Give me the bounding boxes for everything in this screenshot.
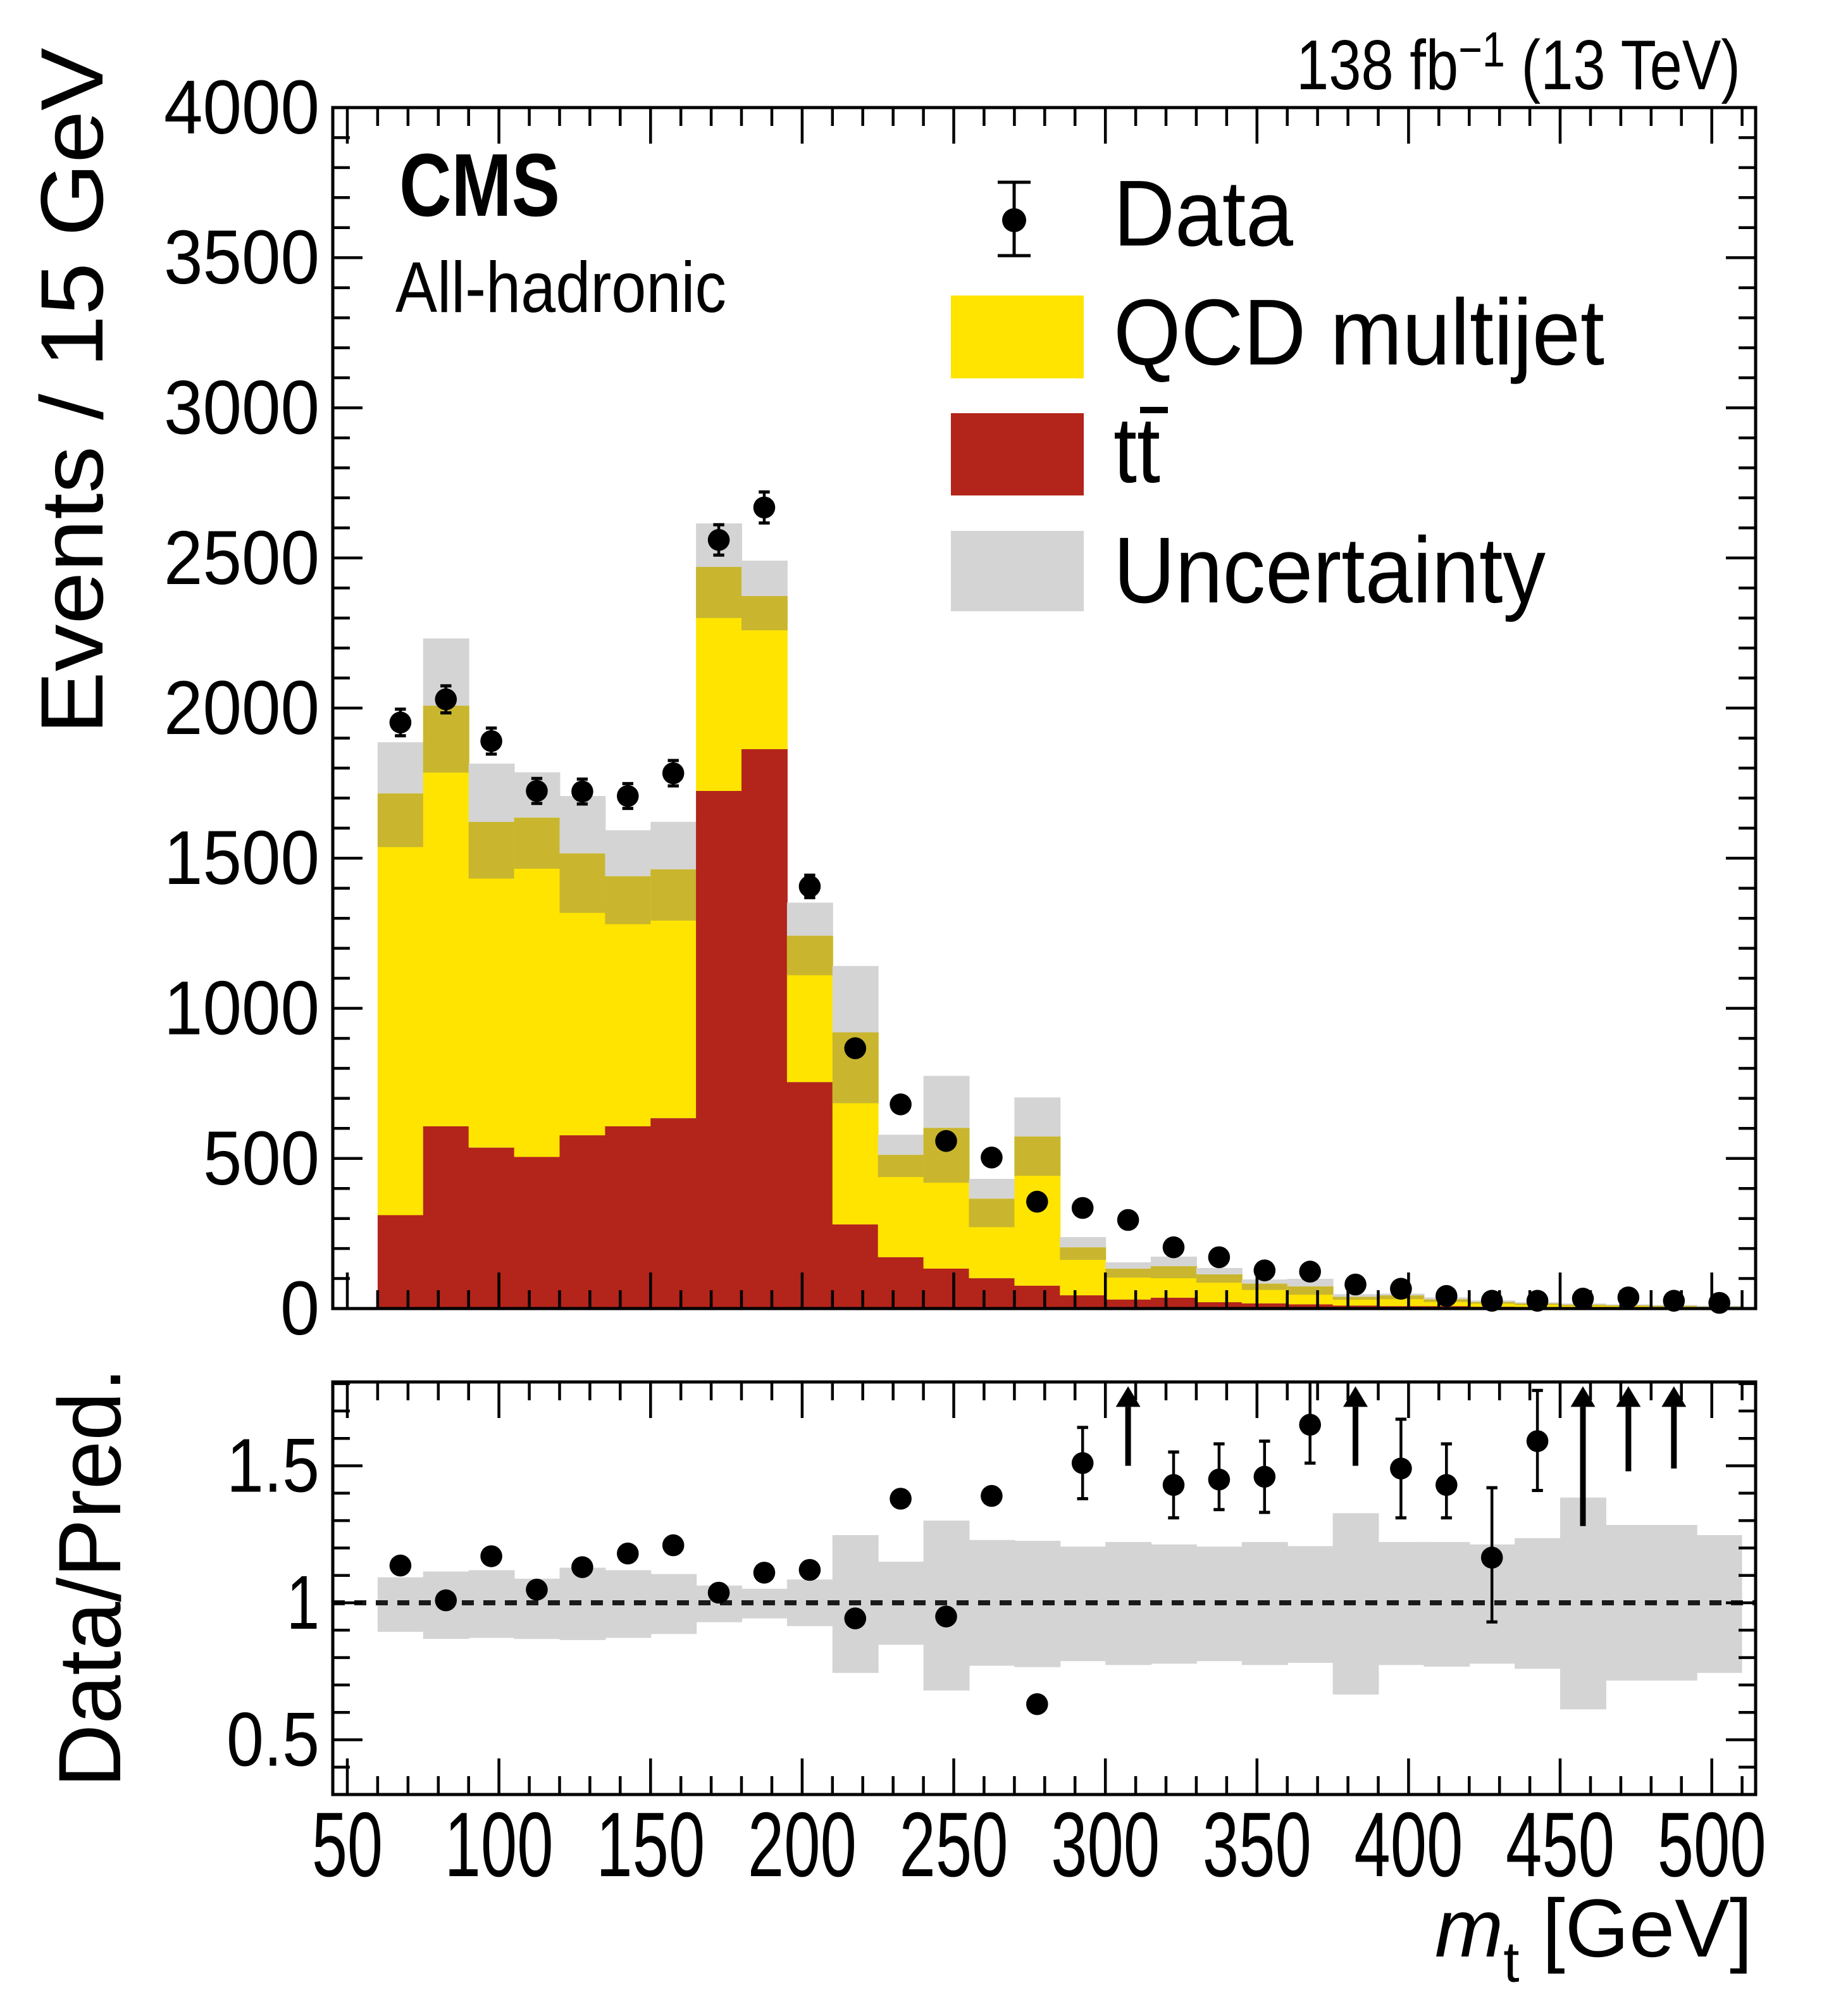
svg-text:150: 150 [596, 1793, 705, 1896]
svg-text:350: 350 [1203, 1793, 1312, 1896]
svg-text:QCD multijet: QCD multijet [1113, 280, 1604, 385]
svg-text:mt [GeV]: mt [GeV] [1435, 1882, 1752, 1994]
svg-text:1: 1 [287, 1559, 319, 1645]
svg-text:0: 0 [280, 1265, 319, 1351]
svg-text:138 fb−1 (13 TeV): 138 fb−1 (13 TeV) [1296, 22, 1740, 104]
svg-text:3500: 3500 [164, 214, 319, 300]
svg-text:1500: 1500 [164, 814, 319, 900]
svg-text:250: 250 [900, 1793, 1008, 1896]
svg-text:Events / 15 GeV: Events / 15 GeV [22, 48, 121, 735]
svg-text:All-hadronic: All-hadronic [395, 247, 726, 327]
svg-text:400: 400 [1354, 1793, 1463, 1896]
svg-text:50: 50 [312, 1793, 383, 1896]
svg-text:100: 100 [445, 1793, 554, 1896]
svg-text:3000: 3000 [164, 364, 319, 451]
svg-text:200: 200 [748, 1793, 857, 1896]
svg-text:Data/Pred.: Data/Pred. [40, 1367, 139, 1788]
svg-text:Data: Data [1113, 161, 1294, 266]
svg-text:4000: 4000 [164, 64, 319, 150]
svg-text:1.5: 1.5 [226, 1422, 319, 1509]
svg-text:1000: 1000 [164, 965, 319, 1051]
svg-text:500: 500 [1658, 1793, 1766, 1896]
svg-text:tt: tt [1113, 398, 1160, 502]
svg-text:CMS: CMS [399, 135, 560, 235]
svg-text:300: 300 [1051, 1793, 1160, 1896]
svg-text:450: 450 [1506, 1793, 1615, 1896]
svg-text:2500: 2500 [164, 514, 319, 600]
svg-text:Uncertainty: Uncertainty [1113, 518, 1546, 623]
svg-text:2000: 2000 [164, 664, 319, 750]
svg-text:500: 500 [203, 1115, 319, 1201]
svg-text:0.5: 0.5 [226, 1696, 319, 1782]
